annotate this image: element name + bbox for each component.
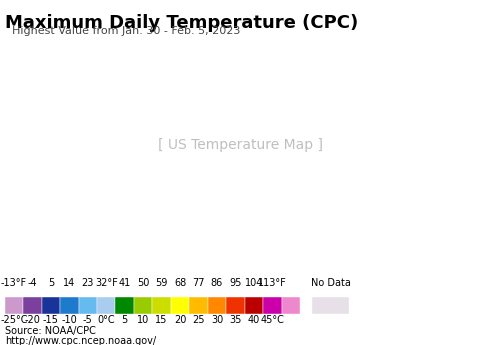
Text: -10: -10 xyxy=(61,315,77,325)
FancyBboxPatch shape xyxy=(282,297,300,314)
Text: 104: 104 xyxy=(245,278,263,288)
FancyBboxPatch shape xyxy=(208,297,226,314)
Text: 15: 15 xyxy=(156,315,168,325)
Text: 25: 25 xyxy=(192,315,205,325)
Text: 113°F: 113°F xyxy=(258,278,287,288)
FancyBboxPatch shape xyxy=(245,297,263,314)
Text: 59: 59 xyxy=(156,278,168,288)
Text: 0°C: 0°C xyxy=(97,315,115,325)
FancyBboxPatch shape xyxy=(171,297,189,314)
Text: -20: -20 xyxy=(24,315,40,325)
Text: 5: 5 xyxy=(48,278,54,288)
Text: -13°F: -13°F xyxy=(1,278,27,288)
Text: Highest Value from Jan. 30 - Feb. 5, 2023: Highest Value from Jan. 30 - Feb. 5, 202… xyxy=(12,26,240,36)
Text: 68: 68 xyxy=(174,278,186,288)
Text: Maximum Daily Temperature (CPC): Maximum Daily Temperature (CPC) xyxy=(5,14,358,32)
FancyBboxPatch shape xyxy=(116,297,134,314)
Text: [ US Temperature Map ]: [ US Temperature Map ] xyxy=(157,138,323,152)
FancyBboxPatch shape xyxy=(79,297,97,314)
Text: 5: 5 xyxy=(121,315,128,325)
Text: 41: 41 xyxy=(119,278,131,288)
FancyBboxPatch shape xyxy=(312,297,349,314)
FancyBboxPatch shape xyxy=(23,297,42,314)
FancyBboxPatch shape xyxy=(5,297,23,314)
Text: 50: 50 xyxy=(137,278,149,288)
Text: 35: 35 xyxy=(229,315,241,325)
Text: Source: NOAA/CPC: Source: NOAA/CPC xyxy=(5,326,96,336)
FancyBboxPatch shape xyxy=(226,297,245,314)
FancyBboxPatch shape xyxy=(97,297,116,314)
FancyBboxPatch shape xyxy=(263,297,282,314)
FancyBboxPatch shape xyxy=(189,297,208,314)
Text: -4: -4 xyxy=(28,278,37,288)
Text: 20: 20 xyxy=(174,315,186,325)
FancyBboxPatch shape xyxy=(60,297,79,314)
Text: 95: 95 xyxy=(229,278,241,288)
Text: -25°C: -25°C xyxy=(0,315,28,325)
Text: 23: 23 xyxy=(82,278,94,288)
FancyBboxPatch shape xyxy=(134,297,153,314)
Text: 45°C: 45°C xyxy=(260,315,284,325)
Text: 32°F: 32°F xyxy=(95,278,118,288)
Text: 14: 14 xyxy=(63,278,75,288)
Text: 77: 77 xyxy=(192,278,205,288)
Text: http://www.cpc.ncep.noaa.gov/: http://www.cpc.ncep.noaa.gov/ xyxy=(5,336,156,345)
Text: 40: 40 xyxy=(248,315,260,325)
Text: -5: -5 xyxy=(83,315,93,325)
Text: -15: -15 xyxy=(43,315,59,325)
FancyBboxPatch shape xyxy=(42,297,60,314)
Text: 10: 10 xyxy=(137,315,149,325)
Text: 86: 86 xyxy=(211,278,223,288)
FancyBboxPatch shape xyxy=(153,297,171,314)
Text: No Data: No Data xyxy=(311,278,350,288)
Text: 30: 30 xyxy=(211,315,223,325)
